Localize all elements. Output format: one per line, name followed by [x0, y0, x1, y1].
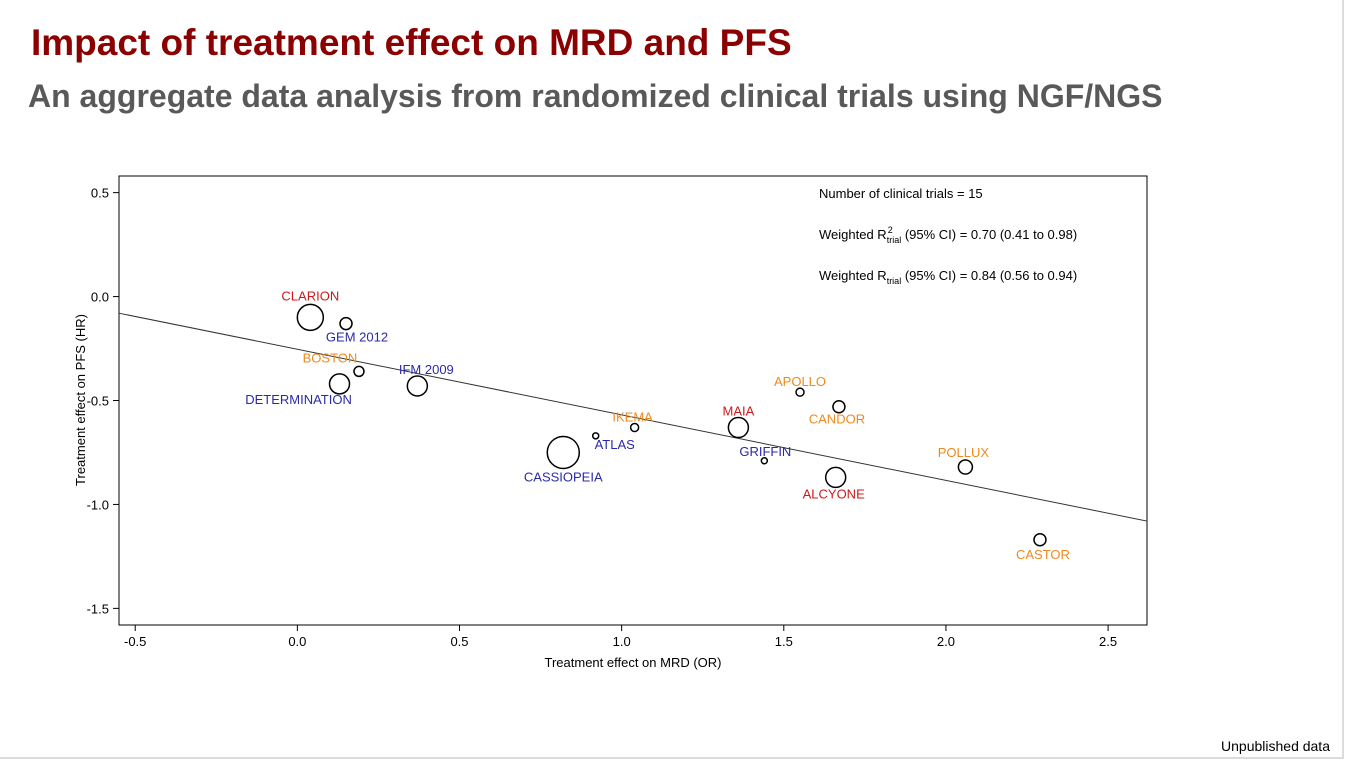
slide-title: Impact of treatment effect on MRD and PF… [31, 22, 792, 63]
y-tick-label: -0.5 [87, 394, 109, 409]
y-tick-label: 0.0 [91, 290, 109, 305]
annotation-weighted-r: Weighted Rtrial (95% CI) = 0.84 (0.56 to… [819, 268, 1077, 286]
x-tick-label: 0.5 [450, 634, 468, 649]
trial-label: ATLAS [595, 437, 636, 452]
x-tick-label: 2.0 [937, 634, 955, 649]
trial-point-candor [832, 399, 846, 414]
trial-point-ikema [629, 422, 640, 433]
annotation-trial-count: Number of clinical trials = 15 [819, 186, 983, 201]
trial-label: GEM 2012 [326, 330, 388, 345]
trial-label: GRIFFIN [739, 444, 791, 459]
trial-point-apollo [795, 387, 805, 397]
trial-point-castor [1033, 533, 1047, 547]
trial-label: CANDOR [809, 412, 865, 427]
trial-point-atlas [591, 432, 600, 440]
trial-point-determination [328, 373, 351, 395]
trial-point-griffin [760, 457, 769, 465]
trial-label: IFM 2009 [399, 362, 454, 377]
trial-label: IKEMA [612, 410, 653, 425]
trial-label: CLARION [281, 288, 339, 303]
trial-point-clarion [296, 303, 325, 332]
trial-label: APOLLO [774, 374, 826, 389]
x-tick-label: 1.0 [613, 634, 631, 649]
unpublished-data-note: Unpublished data [1221, 738, 1330, 754]
trial-point-maia [727, 416, 750, 439]
trial-point-alcyone [824, 466, 847, 489]
trial-point-boston [353, 365, 365, 378]
x-tick-label: 2.5 [1099, 634, 1117, 649]
trial-point-pollux [957, 459, 974, 475]
trial-point-cassiopeia [546, 435, 581, 470]
x-tick-label: -0.5 [124, 634, 146, 649]
y-axis-label: Treatment effect on PFS (HR) [73, 314, 88, 486]
trial-label: POLLUX [938, 445, 990, 460]
y-tick-label: -1.5 [87, 601, 109, 616]
y-tick-label: 0.5 [91, 186, 109, 201]
x-tick-label: 0.0 [288, 634, 306, 649]
y-tick-label: -1.0 [87, 497, 109, 512]
annotation-weighted-r2: Weighted R2 trial (95% CI) = 0.70 (0.41 t… [819, 225, 1077, 245]
x-axis-label: Treatment effect on MRD (OR) [545, 655, 722, 670]
trial-label: CASSIOPEIA [524, 469, 603, 484]
trial-label: BOSTON [303, 350, 358, 365]
trial-label: ALCYONE [803, 486, 865, 501]
trial-point-ifm-2009 [406, 375, 429, 397]
trial-label: MAIA [722, 404, 754, 419]
trial-label: DETERMINATION [245, 392, 352, 407]
x-tick-label: 1.5 [775, 634, 793, 649]
plot-layer: -0.5 0.0 0.5 1.0 1.5 2.0 2.5 0.5 0.0 -0.5 -1.0 -1.5… [87, 175, 1148, 649]
regression-line [118, 312, 1148, 522]
slide-subtitle: An aggregate data analysis from randomiz… [28, 78, 1163, 114]
trial-label: CASTOR [1016, 547, 1070, 562]
trial-point-gem-2012 [339, 316, 353, 331]
